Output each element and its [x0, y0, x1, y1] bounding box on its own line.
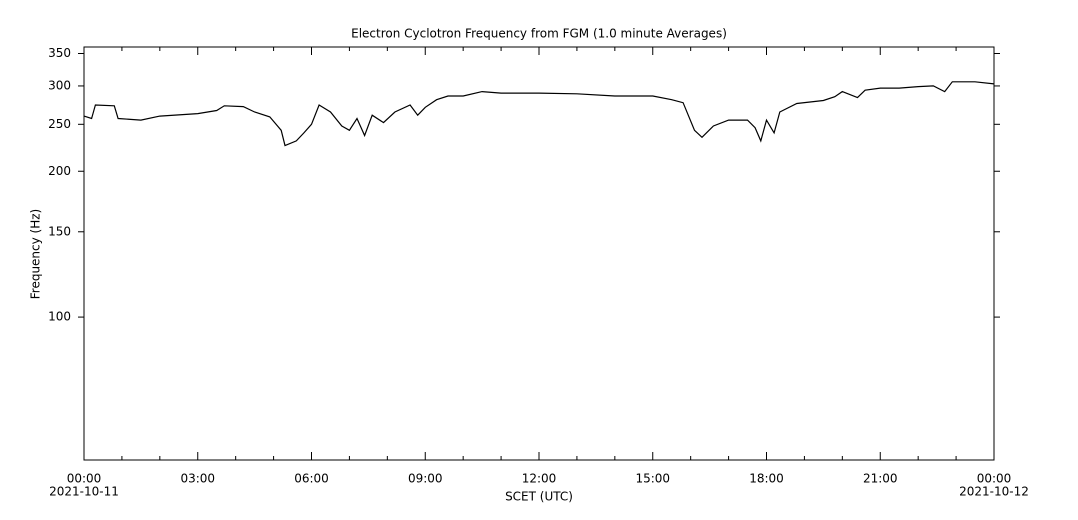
data-line [83, 81, 995, 147]
x-date-label: 2021-10-11 [49, 485, 119, 499]
x-tick-label: 00:00 [977, 472, 1012, 486]
x-tick-label: 09:00 [408, 472, 443, 486]
plot-frame [83, 46, 995, 461]
y-tick-label: 200 [48, 164, 71, 178]
chart-title: Electron Cyclotron Frequency from FGM (1… [351, 27, 727, 41]
y-axis-label: Frequency (Hz) [29, 209, 43, 300]
y-tick-label: 350 [48, 46, 71, 60]
x-tick-label: 03:00 [180, 472, 215, 486]
y-tick-label: 300 [48, 78, 71, 92]
x-tick-label: 06:00 [294, 472, 329, 486]
x-tick-label: 00:00 [67, 472, 102, 486]
y-tick-label: 150 [48, 224, 71, 238]
x-tick-label: 18:00 [749, 472, 784, 486]
x-date-label: 2021-10-12 [959, 485, 1029, 499]
x-tick-label: 21:00 [863, 472, 898, 486]
x-tick-label: 12:00 [522, 472, 557, 486]
x-tick-label: 15:00 [635, 472, 670, 486]
x-axis-label: SCET (UTC) [505, 490, 573, 504]
y-tick-label: 100 [48, 310, 71, 324]
y-tick-label: 250 [48, 117, 71, 131]
